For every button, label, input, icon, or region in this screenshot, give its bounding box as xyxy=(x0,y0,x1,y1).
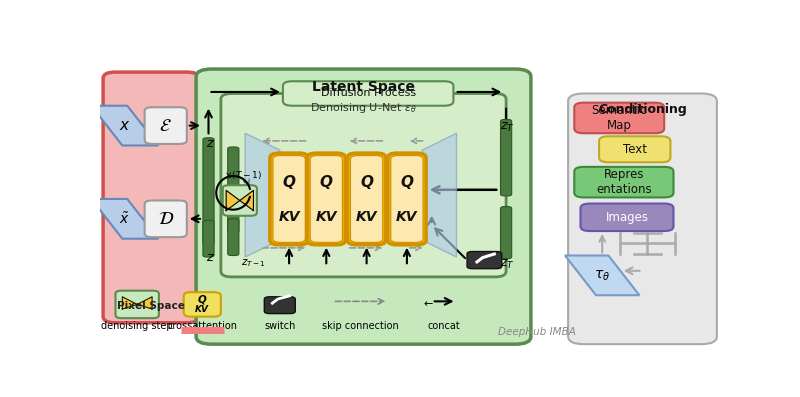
Text: concat: concat xyxy=(428,322,461,331)
Text: Q: Q xyxy=(320,175,333,190)
FancyBboxPatch shape xyxy=(599,136,670,162)
Text: Pixel Space: Pixel Space xyxy=(118,301,185,311)
Text: $\tilde{x}$: $\tilde{x}$ xyxy=(119,211,130,227)
Text: Q: Q xyxy=(400,175,414,190)
FancyBboxPatch shape xyxy=(574,103,664,133)
Text: $\tau_\theta$: $\tau_\theta$ xyxy=(594,268,610,283)
FancyBboxPatch shape xyxy=(310,156,342,242)
FancyBboxPatch shape xyxy=(501,206,512,258)
Text: $z_T$: $z_T$ xyxy=(500,258,514,271)
Text: DeepHub IMBA: DeepHub IMBA xyxy=(498,327,576,337)
Text: Diffusion Process: Diffusion Process xyxy=(321,89,416,98)
FancyBboxPatch shape xyxy=(196,69,531,344)
Text: denoising step: denoising step xyxy=(102,322,173,331)
FancyBboxPatch shape xyxy=(145,107,187,144)
Polygon shape xyxy=(245,133,280,257)
Polygon shape xyxy=(565,256,639,295)
FancyBboxPatch shape xyxy=(264,297,295,314)
Text: KV: KV xyxy=(356,210,378,224)
Text: Denoising U-Net $\epsilon_\theta$: Denoising U-Net $\epsilon_\theta$ xyxy=(310,101,417,115)
Text: $z_T$: $z_T$ xyxy=(500,121,514,134)
Text: Repres
entations: Repres entations xyxy=(596,168,652,196)
FancyBboxPatch shape xyxy=(203,138,214,245)
Text: $z_{T-1}$: $z_{T-1}$ xyxy=(242,257,266,269)
Text: $\mathcal{E}$: $\mathcal{E}$ xyxy=(159,117,172,135)
FancyBboxPatch shape xyxy=(283,81,454,106)
Polygon shape xyxy=(138,297,152,309)
FancyBboxPatch shape xyxy=(222,185,257,216)
Polygon shape xyxy=(91,199,158,239)
Text: KV: KV xyxy=(396,210,418,224)
Text: ←: ← xyxy=(424,299,434,309)
Text: $z$: $z$ xyxy=(206,137,214,150)
Polygon shape xyxy=(226,191,240,210)
FancyBboxPatch shape xyxy=(270,153,308,245)
FancyBboxPatch shape xyxy=(347,153,386,245)
FancyBboxPatch shape xyxy=(390,156,423,242)
Text: $\mathcal{D}$: $\mathcal{D}$ xyxy=(158,210,174,228)
FancyBboxPatch shape xyxy=(388,153,426,245)
FancyBboxPatch shape xyxy=(574,167,674,197)
FancyBboxPatch shape xyxy=(221,93,506,277)
Text: Latent Space: Latent Space xyxy=(312,80,415,94)
Text: crossattention: crossattention xyxy=(167,322,238,331)
FancyBboxPatch shape xyxy=(203,220,214,257)
Text: Q: Q xyxy=(282,175,296,190)
FancyBboxPatch shape xyxy=(184,292,221,317)
FancyBboxPatch shape xyxy=(568,93,717,344)
Text: $x$: $x$ xyxy=(119,118,130,133)
Text: Q: Q xyxy=(198,295,206,305)
Text: $z$: $z$ xyxy=(206,251,214,264)
Text: Text: Text xyxy=(622,143,646,156)
Text: KV: KV xyxy=(315,210,337,224)
Text: Q: Q xyxy=(360,175,373,190)
FancyBboxPatch shape xyxy=(228,147,239,233)
Text: Conditioning: Conditioning xyxy=(598,103,687,116)
Text: Semantic
Map: Semantic Map xyxy=(591,104,647,132)
Text: skip connection: skip connection xyxy=(322,322,398,331)
Polygon shape xyxy=(122,297,138,309)
Polygon shape xyxy=(240,191,254,210)
Text: KV: KV xyxy=(278,210,300,224)
Text: KV: KV xyxy=(195,304,210,314)
Polygon shape xyxy=(91,106,158,145)
Text: $\times(T-1)$: $\times(T-1)$ xyxy=(224,168,262,181)
FancyBboxPatch shape xyxy=(273,156,306,242)
FancyBboxPatch shape xyxy=(103,72,199,323)
FancyBboxPatch shape xyxy=(350,156,382,242)
FancyBboxPatch shape xyxy=(307,153,346,245)
Text: Images: Images xyxy=(606,211,649,224)
Polygon shape xyxy=(422,133,457,257)
FancyBboxPatch shape xyxy=(581,204,674,231)
FancyBboxPatch shape xyxy=(145,200,187,237)
FancyBboxPatch shape xyxy=(501,119,512,196)
FancyBboxPatch shape xyxy=(467,252,502,269)
FancyBboxPatch shape xyxy=(115,291,159,318)
FancyBboxPatch shape xyxy=(228,219,239,256)
Text: switch: switch xyxy=(264,322,295,331)
